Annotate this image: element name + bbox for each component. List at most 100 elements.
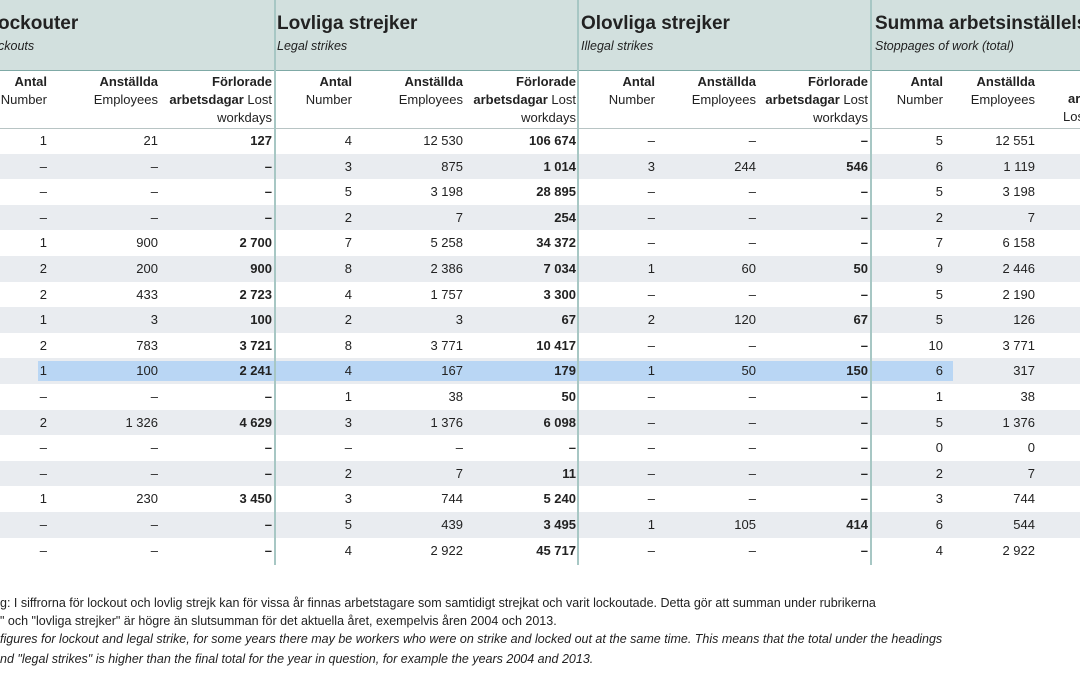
cell: 3 771 bbox=[1002, 337, 1035, 353]
cell: – bbox=[150, 465, 158, 481]
cell: 105 bbox=[734, 517, 756, 532]
cell: 3 450 bbox=[239, 491, 272, 507]
column-header: Antal Number bbox=[242, 73, 352, 109]
cell: 2 bbox=[39, 414, 47, 430]
cell: 6 bbox=[935, 363, 943, 379]
cell: – bbox=[860, 414, 868, 430]
cell: 3 771 bbox=[430, 337, 463, 353]
column-separator bbox=[577, 0, 579, 565]
row-shade bbox=[0, 256, 1080, 282]
cell: 439 bbox=[441, 517, 463, 532]
column-header: Antal Number bbox=[833, 73, 943, 109]
cell: 4 bbox=[344, 363, 352, 379]
cell: 1 376 bbox=[1002, 414, 1035, 430]
cell: 2 922 bbox=[1002, 542, 1035, 558]
column-sublabel: Employees bbox=[691, 92, 756, 107]
column-separator bbox=[274, 0, 276, 565]
group-title: Summa arbetsinställelse bbox=[875, 13, 1080, 34]
cell: – bbox=[748, 133, 756, 148]
cell: 1 119 bbox=[1003, 158, 1035, 174]
cell: – bbox=[264, 209, 272, 225]
cell: – bbox=[39, 158, 47, 174]
cell: – bbox=[647, 209, 655, 225]
cell: 5 bbox=[344, 517, 352, 532]
cell: – bbox=[39, 517, 47, 532]
cell: – bbox=[860, 286, 868, 302]
cell: 4 bbox=[935, 542, 943, 558]
cell: 7 bbox=[1027, 465, 1035, 481]
cell: 5 bbox=[935, 184, 943, 200]
cell: 7 bbox=[455, 209, 463, 225]
cell: 6 158 bbox=[1002, 235, 1035, 251]
cell: 875 bbox=[441, 158, 463, 174]
cell: 1 757 bbox=[430, 286, 463, 302]
cell: 1 bbox=[935, 389, 943, 404]
cell: 9 bbox=[935, 261, 943, 276]
cell: 3 198 bbox=[430, 184, 463, 200]
cell: 1 bbox=[647, 261, 655, 276]
cell: 5 240 bbox=[543, 491, 576, 507]
group-title: Lovliga strejker bbox=[277, 13, 418, 34]
cell: 7 bbox=[1027, 209, 1035, 225]
cell: – bbox=[748, 440, 756, 456]
cell: 106 674 bbox=[529, 133, 576, 148]
cell: 60 bbox=[741, 261, 756, 276]
cell: 5 bbox=[935, 286, 943, 302]
row-shade bbox=[0, 204, 1080, 231]
cell: – bbox=[748, 209, 756, 225]
column-header: Anställda Employees bbox=[353, 73, 463, 109]
cell: 3 bbox=[344, 158, 352, 174]
cell: 1 bbox=[39, 235, 47, 251]
column-label: Anställda bbox=[976, 74, 1035, 89]
column-header: Anställda Employees bbox=[646, 73, 756, 109]
cell: 3 495 bbox=[543, 517, 576, 532]
cell: – bbox=[647, 491, 655, 507]
column-header: Förlorade arbetsdagar Lost workdays bbox=[756, 73, 868, 127]
cell: – bbox=[860, 184, 868, 200]
cell: 4 bbox=[344, 286, 352, 302]
cell: 7 bbox=[935, 235, 943, 251]
cell: 1 bbox=[39, 363, 47, 379]
cell: 744 bbox=[1013, 491, 1035, 507]
header-band bbox=[0, 0, 1080, 71]
cell: – bbox=[748, 491, 756, 507]
cell: 4 bbox=[344, 542, 352, 558]
cell: 2 bbox=[935, 209, 943, 225]
cell: 3 bbox=[455, 312, 463, 328]
cell: – bbox=[748, 286, 756, 302]
cell: 7 bbox=[344, 235, 352, 251]
column-separator bbox=[870, 0, 872, 565]
group-title: ockouter bbox=[0, 13, 79, 34]
cell: 1 bbox=[647, 517, 655, 532]
cell: – bbox=[647, 286, 655, 302]
cell: 38 bbox=[448, 389, 463, 404]
cell: – bbox=[39, 184, 47, 200]
cell: 38 bbox=[1020, 389, 1035, 404]
cell: 1 bbox=[39, 312, 47, 328]
cell: – bbox=[860, 133, 868, 148]
column-label: Förlorade arbetsdagar bbox=[473, 74, 576, 107]
group-title: Olovliga strejker bbox=[581, 13, 730, 34]
cell: 7 bbox=[455, 465, 463, 481]
cell: – bbox=[647, 235, 655, 251]
cell: 0 bbox=[1027, 440, 1035, 456]
cell: – bbox=[647, 184, 655, 200]
cell: 2 bbox=[935, 465, 943, 481]
cell: 67 bbox=[561, 312, 576, 328]
cell: 67 bbox=[853, 312, 868, 328]
cell: – bbox=[860, 209, 868, 225]
cell: 2 922 bbox=[430, 542, 463, 558]
cell: – bbox=[647, 465, 655, 481]
cell: – bbox=[748, 542, 756, 558]
column-sublabel: Lost workdays bbox=[521, 92, 576, 125]
cell: 50 bbox=[741, 363, 756, 379]
cell: 1 bbox=[39, 133, 47, 148]
cell: – bbox=[748, 337, 756, 353]
cell: 1 326 bbox=[125, 414, 158, 430]
cell: 3 198 bbox=[1002, 184, 1035, 200]
column-label: Antal bbox=[14, 74, 48, 89]
cell: 167 bbox=[441, 363, 463, 379]
row-shade bbox=[0, 409, 1080, 436]
column-header: Antal Number bbox=[545, 73, 655, 109]
